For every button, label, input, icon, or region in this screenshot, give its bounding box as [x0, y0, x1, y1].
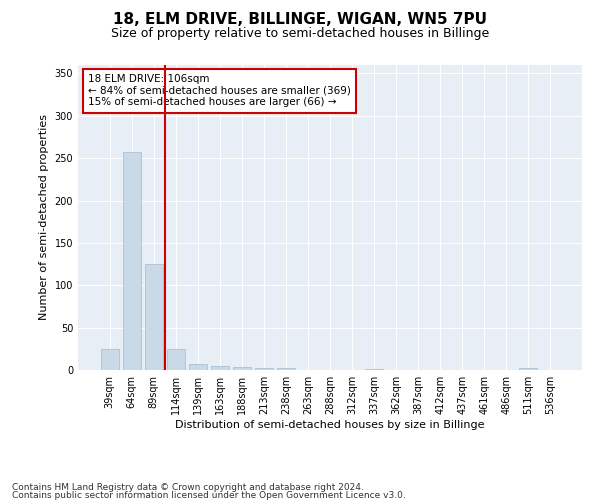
- Bar: [145, 264, 163, 370]
- Bar: [101, 349, 119, 370]
- X-axis label: Distribution of semi-detached houses by size in Billinge: Distribution of semi-detached houses by …: [175, 420, 485, 430]
- Text: 18 ELM DRIVE: 106sqm
← 84% of semi-detached houses are smaller (369)
15% of semi: 18 ELM DRIVE: 106sqm ← 84% of semi-detac…: [88, 74, 351, 108]
- Bar: [189, 364, 206, 370]
- Y-axis label: Number of semi-detached properties: Number of semi-detached properties: [39, 114, 49, 320]
- Text: Contains HM Land Registry data © Crown copyright and database right 2024.: Contains HM Land Registry data © Crown c…: [12, 484, 364, 492]
- Bar: [233, 368, 251, 370]
- Bar: [167, 349, 185, 370]
- Text: 18, ELM DRIVE, BILLINGE, WIGAN, WN5 7PU: 18, ELM DRIVE, BILLINGE, WIGAN, WN5 7PU: [113, 12, 487, 28]
- Bar: [520, 368, 537, 370]
- Bar: [123, 152, 140, 370]
- Text: Contains public sector information licensed under the Open Government Licence v3: Contains public sector information licen…: [12, 490, 406, 500]
- Bar: [211, 366, 229, 370]
- Text: Size of property relative to semi-detached houses in Billinge: Size of property relative to semi-detach…: [111, 28, 489, 40]
- Bar: [277, 368, 295, 370]
- Bar: [255, 368, 273, 370]
- Bar: [365, 369, 383, 370]
